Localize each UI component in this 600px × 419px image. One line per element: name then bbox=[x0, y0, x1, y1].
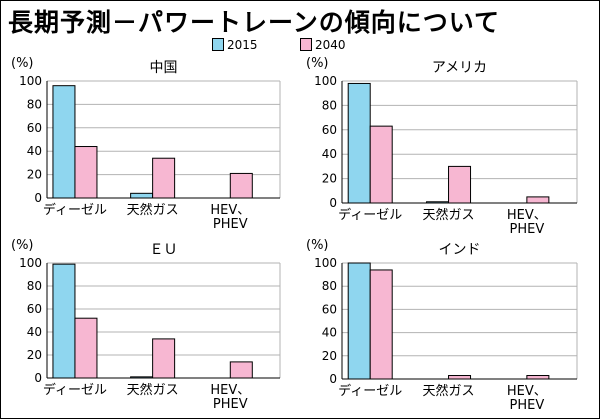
y-tick-label: 0 bbox=[329, 196, 337, 210]
y-tick-label: 20 bbox=[322, 172, 337, 186]
y-tick-label: 20 bbox=[27, 168, 42, 182]
chart-india: 0 20 40 60 80 100 ディーゼル 天然ガス HEV、PHEV インド (%) bbox=[306, 238, 578, 413]
legend-item-2015: 2015 bbox=[212, 38, 258, 52]
x-category-label: ディーゼル bbox=[338, 383, 402, 399]
bar-2040-1 bbox=[448, 375, 472, 380]
chart-china: 0 20 40 60 80 100 ディーゼル 天然ガス HEV、PHEV 中国 (%) bbox=[11, 56, 281, 232]
y-tick-label: 20 bbox=[27, 348, 42, 362]
y-tick-label: 0 bbox=[34, 191, 42, 205]
bar-2040-2 bbox=[229, 361, 253, 379]
bar-2040-2 bbox=[229, 172, 253, 199]
page-title: 長期予測－パワートレーンの傾向について bbox=[8, 8, 501, 37]
y-tick-label: 80 bbox=[27, 279, 42, 293]
x-category-label: ディーゼル bbox=[43, 382, 107, 398]
chart-title: ＥＵ bbox=[150, 242, 178, 258]
x-category-label: HEV、 bbox=[210, 203, 250, 218]
y-tick-label: 100 bbox=[19, 256, 42, 270]
chart-usa: 0 20 40 60 80 100 ディーゼル 天然ガス HEV、PHEV アメリカ (%) bbox=[306, 56, 578, 237]
x-category-label: 天然ガス bbox=[127, 202, 179, 218]
bar-2040-2 bbox=[526, 375, 550, 380]
bar-2040-2 bbox=[526, 196, 550, 204]
y-unit-label: (%) bbox=[306, 56, 329, 71]
legend-item-2040: 2040 bbox=[300, 38, 346, 52]
x-category-label: HEV、 bbox=[507, 208, 547, 223]
bar-2015-0 bbox=[347, 262, 371, 380]
chart-title: インド bbox=[439, 242, 481, 258]
y-tick-label: 100 bbox=[314, 74, 337, 88]
x-category-label: PHEV bbox=[213, 217, 248, 232]
legend-swatch-2015 bbox=[212, 38, 224, 51]
x-category-label: PHEV bbox=[509, 398, 544, 413]
legend-label-2040: 2040 bbox=[315, 38, 346, 52]
chart-title: アメリカ bbox=[432, 60, 487, 76]
x-category-label: ディーゼル bbox=[43, 202, 107, 218]
y-tick-label: 80 bbox=[322, 98, 337, 112]
bar-2015-1 bbox=[130, 192, 154, 199]
y-tick-label: 60 bbox=[322, 302, 337, 316]
x-category-label: HEV、 bbox=[507, 384, 547, 399]
bar-2040-1 bbox=[152, 157, 176, 199]
bar-2015-0 bbox=[52, 263, 76, 379]
bar-2015-0 bbox=[52, 85, 76, 199]
y-tick-label: 60 bbox=[27, 302, 42, 316]
chart-eu: 0 20 40 60 80 100 ディーゼル 天然ガス HEV、PHEV ＥＵ (%) bbox=[11, 238, 281, 412]
y-tick-label: 60 bbox=[322, 123, 337, 137]
x-category-label: ディーゼル bbox=[338, 207, 402, 223]
y-tick-label: 0 bbox=[34, 371, 42, 385]
y-tick-label: 60 bbox=[27, 121, 42, 135]
legend-label-2015: 2015 bbox=[227, 38, 258, 52]
y-tick-label: 100 bbox=[314, 256, 337, 270]
x-category-label: 天然ガス bbox=[423, 207, 475, 223]
bar-2040-0 bbox=[369, 269, 393, 380]
y-tick-label: 80 bbox=[322, 279, 337, 293]
y-tick-label: 20 bbox=[322, 349, 337, 363]
y-unit-label: (%) bbox=[306, 238, 329, 253]
y-tick-label: 100 bbox=[19, 74, 42, 88]
bar-2040-0 bbox=[74, 146, 98, 199]
bar-2040-1 bbox=[152, 338, 176, 379]
bar-2040-1 bbox=[448, 165, 472, 204]
y-tick-label: 40 bbox=[27, 325, 42, 339]
x-category-label: HEV、 bbox=[210, 383, 250, 398]
legend-swatch-2040 bbox=[300, 38, 312, 51]
bar-2040-0 bbox=[74, 317, 98, 379]
y-unit-label: (%) bbox=[11, 238, 34, 253]
y-tick-label: 0 bbox=[329, 372, 337, 386]
x-category-label: PHEV bbox=[213, 397, 248, 412]
x-category-label: 天然ガス bbox=[127, 382, 179, 398]
y-unit-label: (%) bbox=[11, 56, 34, 71]
chart-title: 中国 bbox=[150, 60, 178, 76]
bar-2015-0 bbox=[347, 82, 371, 204]
y-tick-label: 40 bbox=[322, 326, 337, 340]
y-tick-label: 40 bbox=[27, 144, 42, 158]
bar-2040-0 bbox=[369, 125, 393, 204]
x-category-label: 天然ガス bbox=[423, 383, 475, 399]
x-category-label: PHEV bbox=[509, 222, 544, 237]
y-tick-label: 40 bbox=[322, 147, 337, 161]
y-tick-label: 80 bbox=[27, 97, 42, 111]
